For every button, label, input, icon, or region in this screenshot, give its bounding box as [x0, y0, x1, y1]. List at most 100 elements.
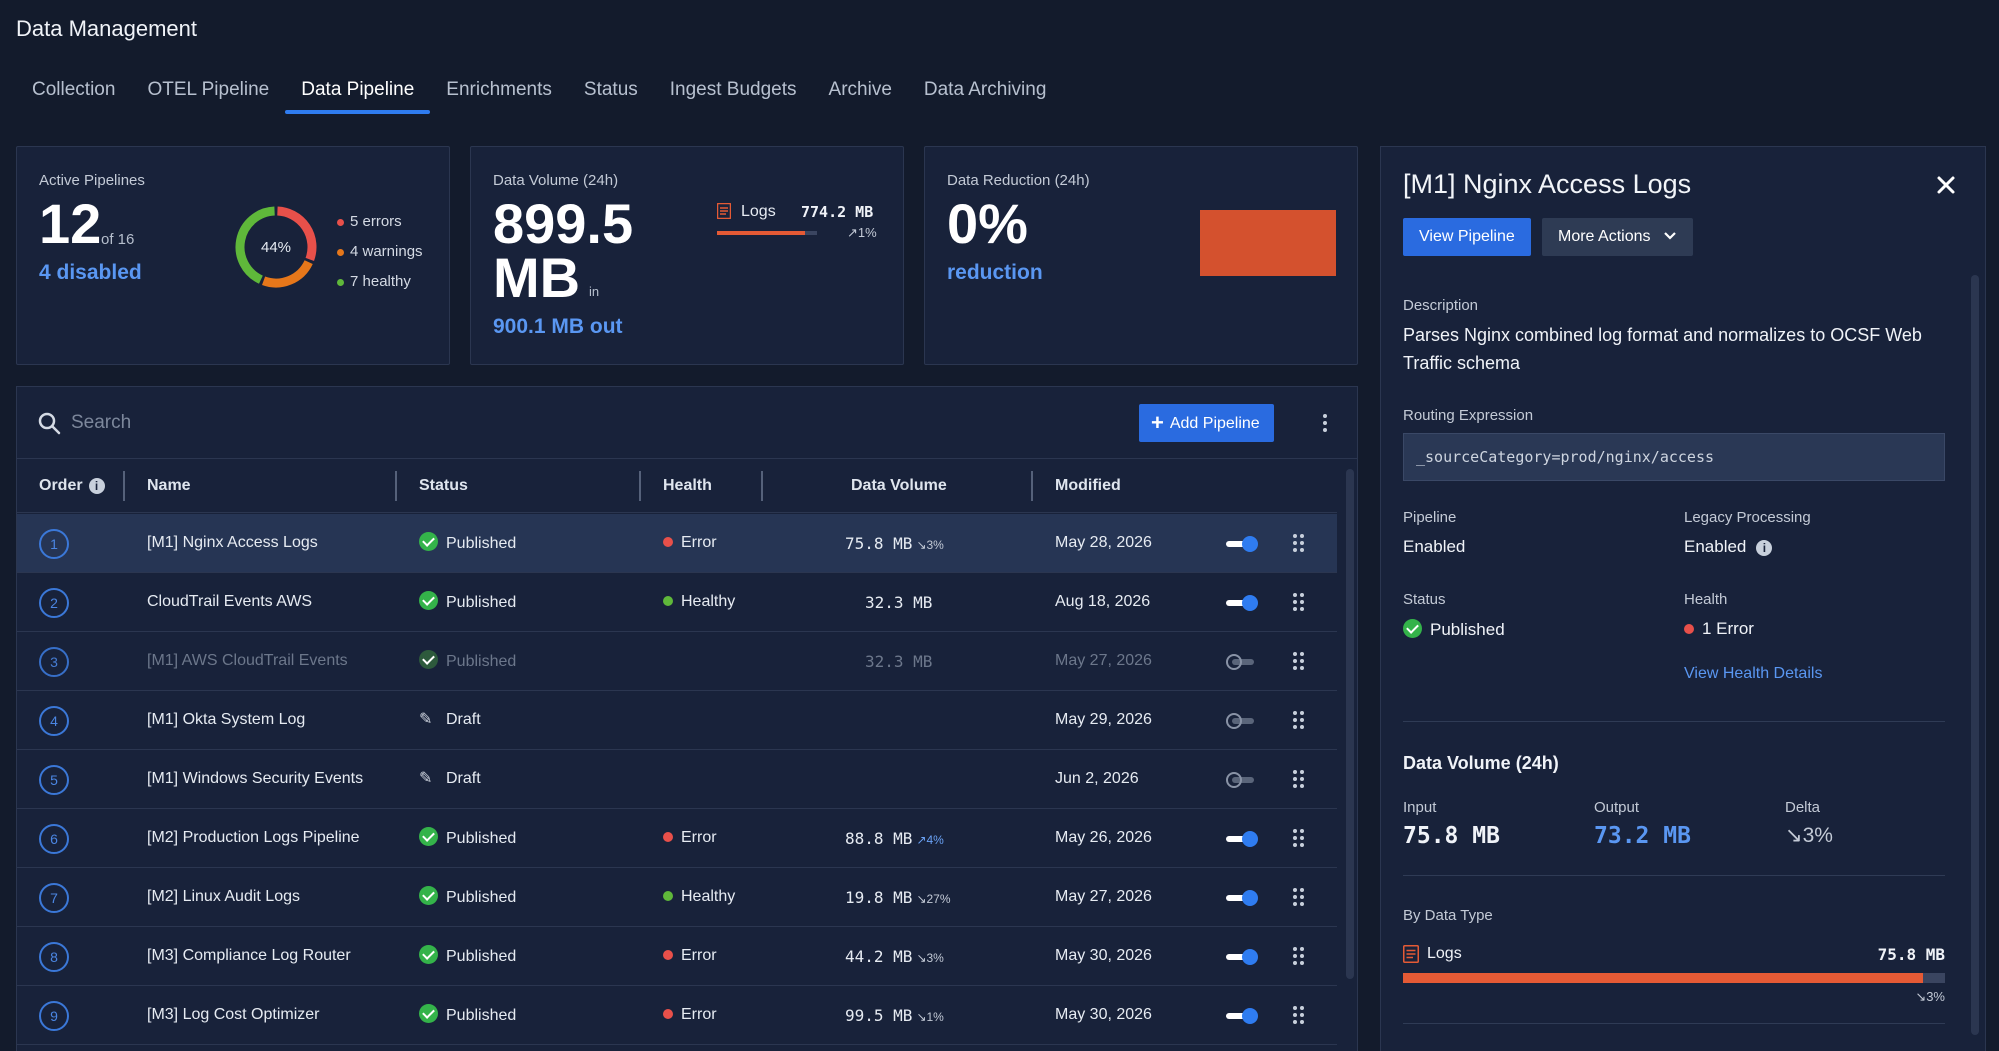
view-health-details-link[interactable]: View Health Details [1684, 665, 1823, 682]
tab-ingest-budgets[interactable]: Ingest Budgets [669, 79, 797, 100]
volume-in-label: in [589, 284, 600, 299]
table-row[interactable]: 8 [M3] Compliance Log Router Published Erro… [17, 927, 1337, 986]
drag-handle-icon[interactable] [1293, 888, 1307, 908]
drag-handle-icon[interactable] [1293, 1006, 1307, 1026]
volume-value: 75.8 MB [845, 534, 913, 553]
header-status[interactable]: Status [419, 477, 468, 494]
table-row[interactable]: 6 [M2] Production Logs Pipeline Published E… [17, 809, 1337, 868]
column-divider[interactable] [1031, 471, 1033, 501]
enable-toggle[interactable] [1226, 536, 1258, 552]
status-text: Draft [446, 711, 481, 728]
delta-value: ↘3% [1785, 824, 1833, 847]
table-more-options-icon[interactable] [1315, 408, 1335, 438]
column-divider[interactable] [395, 471, 397, 501]
enable-toggle[interactable] [1226, 831, 1258, 847]
tab-data-pipeline[interactable]: Data Pipeline [285, 76, 431, 114]
health-text: Error [681, 947, 717, 964]
order-badge: 4 [39, 706, 69, 736]
volume-cell: 44.2 MB ↘3% [845, 947, 944, 967]
detail-scrollbar[interactable] [1971, 275, 1979, 1035]
column-divider[interactable] [639, 471, 641, 501]
pipeline-name[interactable]: [M3] Log Cost Optimizer [147, 1006, 320, 1023]
drag-handle-icon[interactable] [1293, 652, 1307, 672]
table-row[interactable]: 1 [M1] Nginx Access Logs Published Error 75.… [17, 514, 1337, 573]
check-circle-icon [1403, 619, 1422, 638]
legend-item: 5 errors [337, 207, 423, 237]
drag-handle-icon[interactable] [1293, 534, 1307, 554]
header-order[interactable]: Order i [39, 477, 105, 495]
enable-toggle[interactable] [1226, 654, 1258, 670]
routing-label: Routing Expression [1403, 407, 1534, 424]
legend-text: 5 errors [350, 213, 402, 230]
pipeline-value: Enabled [1403, 537, 1466, 556]
table-row[interactable]: 7 [M2] Linux Audit Logs Published Healthy 19… [17, 868, 1337, 927]
table-row[interactable]: 9 [M3] Log Cost Optimizer Published Error 99… [17, 986, 1337, 1045]
info-icon[interactable]: i [88, 477, 105, 494]
tab-enrichments[interactable]: Enrichments [446, 79, 552, 100]
health-text: Error [681, 534, 717, 551]
card-label: Data Reduction (24h) [947, 172, 1090, 189]
pipeline-name[interactable]: [M1] Windows Security Events [147, 770, 364, 787]
enable-toggle[interactable] [1226, 1008, 1258, 1024]
enable-toggle[interactable] [1226, 595, 1258, 611]
tab-otel-pipeline[interactable]: OTEL Pipeline [147, 79, 270, 100]
pipeline-name[interactable]: [M1] Nginx Access Logs [147, 534, 318, 551]
header-data-volume[interactable]: Data Volume [851, 477, 947, 494]
enable-toggle[interactable] [1226, 713, 1258, 729]
table-row[interactable]: 4 [M1] Okta System Log ✎ Draft May 29, 2026 [17, 691, 1337, 750]
check-circle-icon [419, 532, 438, 551]
health-donut-chart: 44% [235, 206, 317, 288]
header-name[interactable]: Name [147, 477, 191, 494]
tab-archive[interactable]: Archive [828, 79, 892, 100]
drag-handle-icon[interactable] [1293, 947, 1307, 967]
drag-handle-icon[interactable] [1293, 711, 1307, 731]
disabled-link[interactable]: 4 disabled [39, 261, 142, 284]
pipeline-name[interactable]: [M2] Linux Audit Logs [147, 888, 300, 905]
volume-cell: 19.8 MB ↘27% [845, 888, 951, 908]
enable-toggle[interactable] [1226, 772, 1258, 788]
reduction-bar [1200, 210, 1336, 276]
header-modified[interactable]: Modified [1055, 477, 1121, 494]
legend-dot [337, 278, 344, 286]
table-scrollbar[interactable] [1346, 469, 1354, 979]
volume-cell: 75.8 MB ↘3% [845, 534, 944, 554]
search-input[interactable] [71, 407, 671, 439]
donut-segment-errors [277, 206, 317, 261]
close-icon[interactable] [1934, 173, 1958, 197]
volume-value: 899.5 [493, 192, 634, 255]
health-cell: Error [663, 947, 717, 965]
pipeline-name[interactable]: [M1] AWS CloudTrail Events [147, 652, 348, 669]
volume-out: 900.1 MB out [493, 315, 623, 338]
tab-data-archiving[interactable]: Data Archiving [923, 79, 1047, 100]
routing-expression[interactable]: _sourceCategory=prod/nginx/access [1403, 433, 1945, 481]
pipeline-name[interactable]: [M1] Okta System Log [147, 711, 306, 728]
enable-toggle[interactable] [1226, 949, 1258, 965]
health-cell: Error [663, 829, 717, 847]
more-actions-button[interactable]: More Actions [1542, 218, 1693, 256]
order-badge: 5 [39, 765, 69, 795]
modified-date: Jun 2, 2026 [1055, 770, 1139, 787]
table-row[interactable]: 3 [M1] AWS CloudTrail Events Published 32.3… [17, 632, 1337, 691]
enable-toggle[interactable] [1226, 890, 1258, 906]
drag-handle-icon[interactable] [1293, 770, 1307, 790]
status-cell: Published [419, 650, 516, 671]
info-icon[interactable]: i [1756, 539, 1773, 556]
pipeline-name[interactable]: CloudTrail Events AWS [147, 593, 313, 610]
check-circle-icon [419, 945, 438, 964]
by-type-label: By Data Type [1403, 907, 1493, 924]
pipeline-name[interactable]: [M2] Production Logs Pipeline [147, 829, 360, 846]
drag-handle-icon[interactable] [1293, 829, 1307, 849]
view-pipeline-button[interactable]: View Pipeline [1403, 218, 1531, 256]
add-pipeline-button[interactable]: + Add Pipeline [1139, 404, 1274, 442]
pipeline-name[interactable]: [M3] Compliance Log Router [147, 947, 351, 964]
column-divider[interactable] [123, 471, 125, 501]
header-health[interactable]: Health [663, 477, 712, 494]
health-cell: Healthy [663, 888, 735, 906]
tab-collection[interactable]: Collection [32, 79, 116, 100]
table-row[interactable]: 5 [M1] Windows Security Events ✎ Draft Jun 2… [17, 750, 1337, 809]
table-row[interactable]: 2 CloudTrail Events AWS Published Healthy 32… [17, 573, 1337, 632]
tab-status[interactable]: Status [583, 79, 638, 100]
drag-handle-icon[interactable] [1293, 593, 1307, 613]
health-text: Error [681, 1006, 717, 1023]
column-divider[interactable] [761, 471, 763, 501]
